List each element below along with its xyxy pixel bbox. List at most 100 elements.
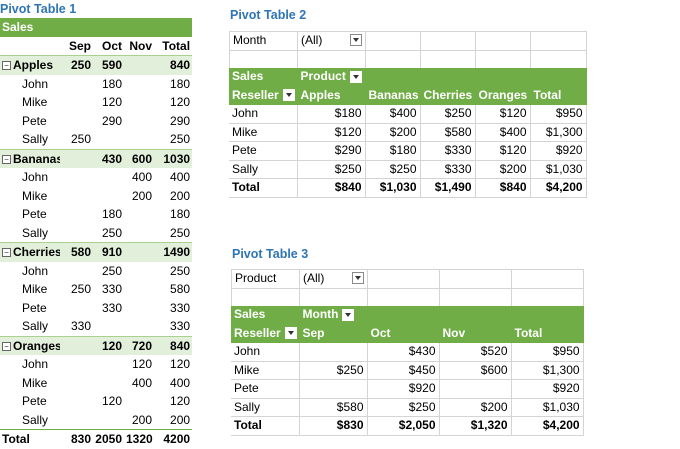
pt3-total-label[interactable]: Total: [231, 416, 300, 436]
pt1-cell[interactable]: [93, 317, 124, 336]
pt2-total-cell[interactable]: $1,490: [420, 178, 476, 198]
pt1-cell[interactable]: 400: [131, 170, 152, 184]
pt1-row-label[interactable]: Pete: [22, 113, 47, 128]
pt1-cell[interactable]: 400: [170, 375, 191, 390]
pt3-cell[interactable]: $200: [439, 398, 512, 417]
pt1-cell[interactable]: 250: [70, 132, 91, 146]
pt1-row-label[interactable]: John: [22, 263, 49, 278]
pt1-col-header[interactable]: Total: [162, 38, 191, 53]
pt1-total-cell[interactable]: 830: [60, 429, 93, 449]
pt2-cell[interactable]: $120: [475, 104, 531, 124]
filter-dropdown-icon[interactable]: [350, 34, 362, 46]
pt1-row-label[interactable]: Mike: [22, 188, 48, 203]
pt2-cell[interactable]: $400: [365, 104, 421, 124]
pt3-cell[interactable]: $450: [367, 361, 440, 380]
pt3-col-header[interactable]: Sep: [299, 324, 368, 343]
pt1-row-label[interactable]: Sally: [22, 132, 49, 146]
pt1-cell[interactable]: 180: [170, 207, 191, 221]
column-filter-dropdown-icon[interactable]: [349, 70, 362, 83]
pt3-cell[interactable]: $250: [299, 361, 368, 380]
pt1-cell[interactable]: [60, 112, 93, 131]
pt2-col-header[interactable]: Total: [530, 86, 587, 105]
pt2-total-cell[interactable]: $840: [297, 178, 366, 198]
pt1-cell[interactable]: [124, 75, 154, 94]
pt1-cell[interactable]: [124, 280, 154, 299]
pt1-cell[interactable]: [93, 374, 124, 393]
pt2-cell[interactable]: $950: [530, 104, 587, 124]
pt2-col-header[interactable]: Oranges: [475, 86, 531, 105]
pt3-cell[interactable]: $250: [367, 398, 440, 417]
pt1-cell[interactable]: 330: [101, 282, 122, 296]
pt1-cell[interactable]: [60, 93, 93, 112]
pt3-total-cell[interactable]: $830: [299, 416, 368, 436]
pt1-row-label[interactable]: Mike: [22, 375, 48, 390]
pt2-total-cell[interactable]: $840: [475, 178, 531, 198]
pt1-cell[interactable]: [60, 187, 93, 206]
pt1-row-label[interactable]: Pete: [22, 300, 47, 315]
pt2-cell[interactable]: $250: [420, 104, 476, 124]
pt3-cell[interactable]: $600: [439, 361, 512, 380]
row-filter-dropdown-icon[interactable]: [282, 89, 295, 102]
pt3-col-header[interactable]: Nov: [439, 324, 512, 343]
pt1-cell[interactable]: 120: [101, 394, 122, 408]
pt3-filter-value[interactable]: (All): [299, 269, 368, 289]
pt1-cell[interactable]: [60, 75, 93, 94]
pt2-cell[interactable]: $200: [475, 160, 531, 179]
pt2-cell[interactable]: $120: [297, 123, 366, 142]
pt1-cell[interactable]: [60, 411, 93, 430]
pt1-group-cell[interactable]: 840: [154, 335, 193, 355]
pt1-group-cell[interactable]: 590: [93, 55, 124, 75]
pt1-group-cell[interactable]: 910: [93, 242, 124, 262]
pt1-cell[interactable]: [93, 168, 124, 187]
pt2-col-header[interactable]: Apples: [297, 86, 366, 105]
pt1-cell[interactable]: [60, 168, 93, 187]
pt1-cell[interactable]: 330: [70, 319, 91, 333]
pt3-column-field[interactable]: Month: [299, 306, 584, 325]
pt3-cell[interactable]: $920: [511, 379, 584, 399]
pt1-cell[interactable]: [93, 411, 124, 430]
pt2-cell[interactable]: $250: [297, 160, 366, 179]
pt1-cell[interactable]: 180: [101, 207, 122, 221]
pt1-group-cell[interactable]: 720: [124, 335, 154, 355]
pt1-cell[interactable]: 120: [170, 394, 191, 408]
pt1-cell[interactable]: 250: [101, 263, 122, 278]
pt2-row-label[interactable]: Mike: [229, 123, 298, 142]
pt1-group-label[interactable]: − Oranges: [0, 335, 60, 355]
pt2-cell[interactable]: $920: [530, 141, 587, 161]
pt1-cell[interactable]: [124, 299, 154, 318]
pt3-cell[interactable]: $950: [511, 342, 584, 362]
pt1-cell[interactable]: 250: [170, 225, 191, 240]
collapse-toggle-icon[interactable]: −: [2, 248, 11, 258]
pt1-group-cell[interactable]: 840: [154, 55, 193, 75]
pt2-cell[interactable]: $330: [420, 160, 476, 179]
pt1-cell[interactable]: [60, 374, 93, 393]
pt1-cell[interactable]: [124, 130, 154, 149]
pt1-group-cell[interactable]: 1490: [154, 242, 193, 262]
pt1-row-label[interactable]: Pete: [22, 207, 47, 221]
pt1-cell[interactable]: 250: [70, 282, 91, 296]
pt1-group-cell[interactable]: [124, 242, 154, 262]
pt1-cell[interactable]: 290: [101, 113, 122, 128]
pt1-cell[interactable]: 180: [101, 76, 122, 91]
pt1-cell[interactable]: 290: [170, 113, 191, 128]
pt2-total-cell[interactable]: $1,030: [365, 178, 421, 198]
pt2-total-cell[interactable]: $4,200: [530, 178, 587, 198]
pt1-cell[interactable]: [124, 93, 154, 112]
pt1-row-label[interactable]: Mike: [22, 282, 48, 296]
pt3-cell[interactable]: $1,300: [511, 361, 584, 380]
pt1-row-label[interactable]: John: [22, 357, 49, 371]
pt1-cell[interactable]: 180: [170, 76, 191, 91]
pt1-cell[interactable]: [60, 205, 93, 224]
pt3-cell[interactable]: $920: [367, 379, 440, 399]
pt1-cell[interactable]: [60, 392, 93, 411]
pt2-column-field[interactable]: Product: [297, 68, 587, 87]
pt1-cell[interactable]: [124, 112, 154, 131]
pt2-row-label[interactable]: Sally: [229, 160, 298, 179]
pt1-cell[interactable]: [124, 224, 154, 243]
pt2-cell[interactable]: $120: [475, 141, 531, 161]
pt1-group-cell[interactable]: 1030: [154, 148, 193, 168]
pt1-cell[interactable]: 330: [170, 300, 191, 315]
pt1-cell[interactable]: [93, 130, 124, 149]
pt3-cell[interactable]: $430: [367, 342, 440, 362]
pt1-cell[interactable]: 200: [170, 412, 191, 427]
